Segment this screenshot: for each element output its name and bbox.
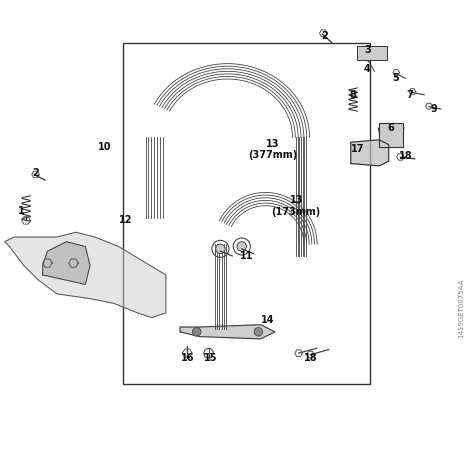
Polygon shape (180, 325, 275, 339)
Text: 2: 2 (32, 168, 39, 178)
Text: 7: 7 (407, 90, 413, 100)
Text: 1415GET0075AA: 1415GET0075AA (458, 278, 465, 338)
Circle shape (216, 244, 225, 254)
Circle shape (254, 328, 263, 336)
Text: 6: 6 (388, 123, 394, 133)
Text: 10: 10 (98, 142, 111, 152)
Text: 17: 17 (351, 144, 365, 155)
Polygon shape (5, 232, 166, 318)
Text: 12: 12 (119, 215, 132, 226)
Text: 18: 18 (399, 151, 412, 162)
FancyBboxPatch shape (357, 46, 387, 60)
Text: 5: 5 (392, 73, 399, 83)
Polygon shape (351, 140, 389, 166)
Text: 15: 15 (204, 353, 218, 363)
Text: 3: 3 (364, 45, 371, 55)
Bar (123, 43, 370, 384)
Text: 2: 2 (321, 30, 328, 41)
Circle shape (237, 242, 246, 251)
Text: 8: 8 (350, 90, 356, 100)
FancyBboxPatch shape (379, 123, 403, 147)
Text: 11: 11 (240, 251, 253, 261)
Polygon shape (43, 242, 90, 284)
Text: 1: 1 (18, 206, 25, 216)
Circle shape (192, 328, 201, 336)
Text: 13
(377mm): 13 (377mm) (248, 138, 297, 160)
Text: 4: 4 (364, 64, 371, 74)
Text: 13
(173mm): 13 (173mm) (272, 195, 321, 217)
Text: 16: 16 (181, 353, 194, 363)
Text: 18: 18 (304, 353, 317, 363)
Text: 9: 9 (430, 104, 437, 114)
Text: 14: 14 (261, 315, 274, 325)
